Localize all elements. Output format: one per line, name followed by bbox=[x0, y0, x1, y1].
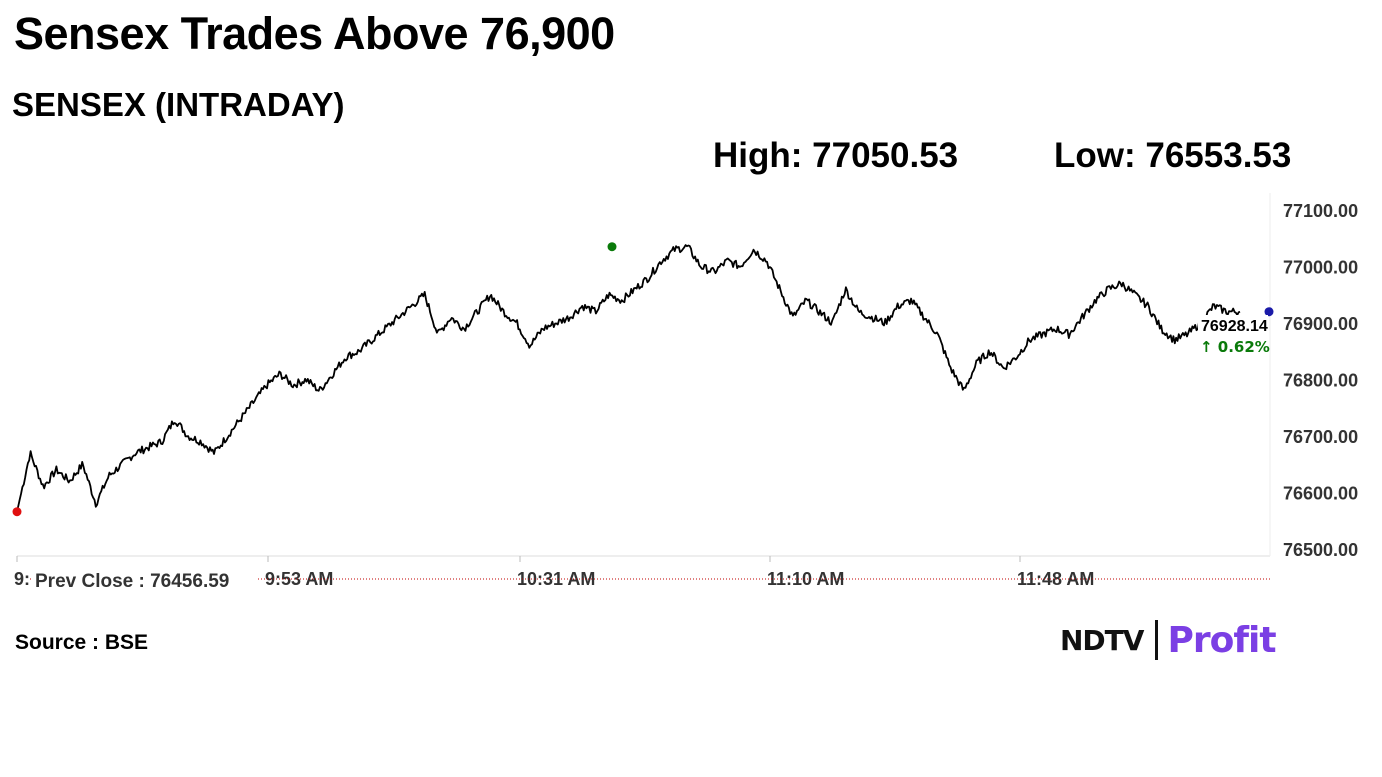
intraday-line-chart: 9: 9:53 AM 10:31 AM 11:10 AM 11:48 AM Prev Cl… bbox=[12, 193, 1358, 592]
high-marker bbox=[607, 242, 617, 252]
headline: Sensex Trades Above 76,900 bbox=[14, 8, 615, 59]
y-tick-label: 76800.00 bbox=[1283, 371, 1358, 391]
change-percent-label: ↑ 0.62% bbox=[1200, 338, 1270, 356]
y-tick-label: 76500.00 bbox=[1283, 540, 1358, 560]
day-high-label: High: 77050.53 bbox=[713, 136, 959, 175]
x-tick-label: 11:10 AM bbox=[767, 569, 844, 589]
last-marker bbox=[1264, 307, 1274, 317]
prev-close-label-bg bbox=[32, 568, 257, 590]
logo-divider bbox=[1155, 620, 1159, 660]
x-tick-label: 9:53 AM bbox=[265, 569, 333, 589]
source-label: Source : BSE bbox=[15, 631, 149, 654]
sensex-series-line bbox=[16, 244, 1241, 512]
open-marker bbox=[12, 507, 22, 517]
y-tick-label: 76900.00 bbox=[1283, 314, 1358, 334]
last-value-bg bbox=[1198, 315, 1268, 335]
ndtv-profit-logo: NDTV Profit bbox=[1060, 618, 1277, 662]
x-tick-label: 11:48 AM bbox=[1017, 569, 1094, 589]
y-tick-label: 76700.00 bbox=[1283, 427, 1358, 447]
last-value-label: 76928.14 bbox=[1201, 318, 1268, 335]
logo-ndtv-text: NDTV bbox=[1060, 623, 1144, 657]
x-tick-label: 10:31 AM bbox=[517, 569, 595, 589]
y-tick-label: 76600.00 bbox=[1283, 484, 1358, 504]
logo-profit-text: Profit bbox=[1167, 619, 1276, 661]
y-tick-label: 77000.00 bbox=[1283, 258, 1358, 278]
y-tick-label: 77100.00 bbox=[1283, 201, 1358, 221]
day-low-label: Low: 76553.53 bbox=[1054, 136, 1292, 175]
x-tick-label: 9: bbox=[14, 569, 30, 589]
prev-close-label: Prev Close : 76456.59 bbox=[35, 571, 229, 592]
chart-subheading: SENSEX (INTRADAY) bbox=[12, 86, 345, 123]
